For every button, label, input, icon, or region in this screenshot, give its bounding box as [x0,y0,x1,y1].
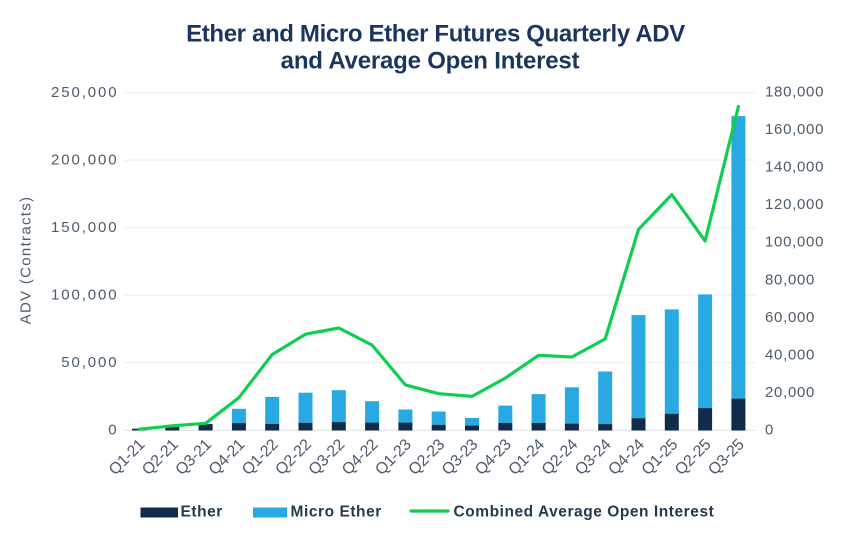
svg-text:140,000: 140,000 [765,159,824,176]
svg-text:0: 0 [108,421,118,438]
svg-text:100,000: 100,000 [51,286,119,303]
svg-text:200,000: 200,000 [51,151,119,168]
svg-text:and Average Open Interest: and Average Open Interest [281,48,580,75]
svg-text:150,000: 150,000 [51,219,119,236]
svg-text:20,000: 20,000 [765,384,815,401]
svg-text:250,000: 250,000 [51,84,119,101]
svg-text:Combined Average Open Interest: Combined Average Open Interest [454,504,715,521]
svg-text:Ether and Micro Ether Futures: Ether and Micro Ether Futures Quarterly … [186,21,685,48]
svg-text:120,000: 120,000 [765,196,824,213]
svg-text:160,000: 160,000 [765,121,824,138]
svg-text:180,000: 180,000 [765,84,824,101]
svg-text:80,000: 80,000 [765,271,815,288]
svg-text:60,000: 60,000 [765,309,815,326]
svg-text:Micro Ether: Micro Ether [291,504,382,521]
svg-text:ADV (Contracts): ADV (Contracts) [18,196,35,325]
svg-text:100,000: 100,000 [765,234,824,251]
svg-text:50,000: 50,000 [61,354,118,371]
svg-text:Ether: Ether [181,504,223,521]
svg-text:0: 0 [765,421,774,438]
svg-text:40,000: 40,000 [765,346,815,363]
